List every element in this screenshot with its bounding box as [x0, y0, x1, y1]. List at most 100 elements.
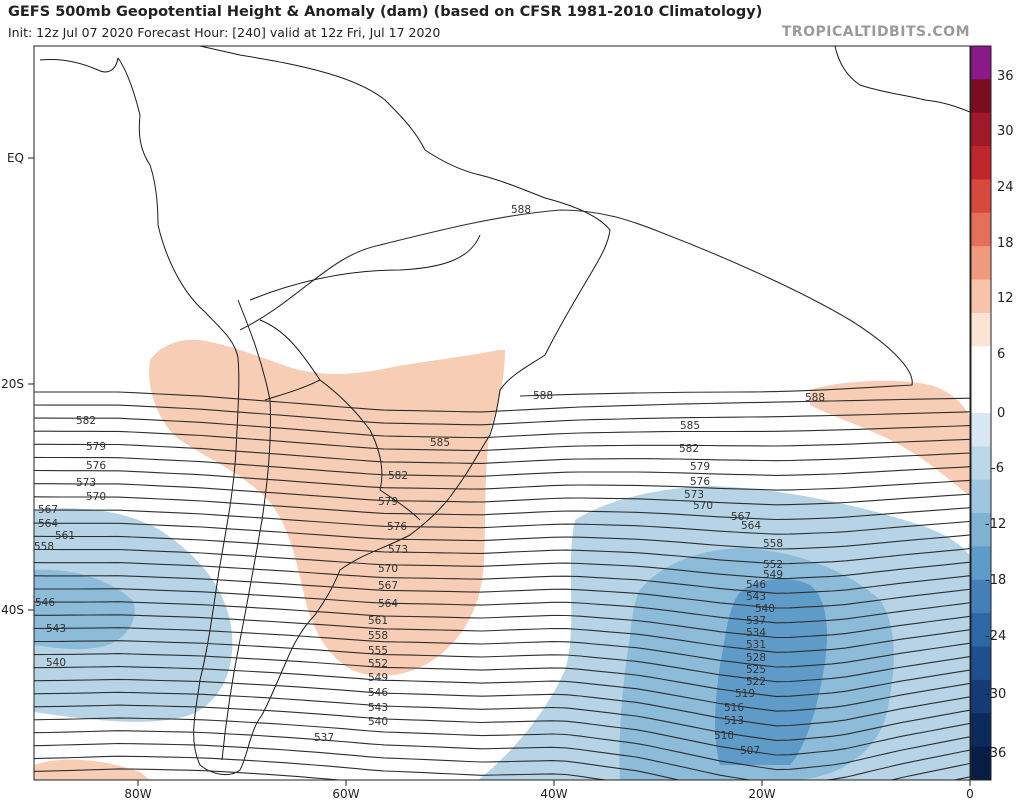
contour-label: 540 [368, 716, 388, 728]
contour-label: 555 [368, 645, 388, 657]
height-contour [34, 755, 970, 780]
contour-label: 573 [76, 477, 96, 489]
colorbar-block [971, 312, 991, 347]
colorbar-block [971, 179, 991, 214]
colorbar-block [971, 646, 991, 681]
colorbar-tick-label: -30 [985, 687, 1006, 702]
contour-label: 564 [741, 520, 761, 532]
colorbar-block [971, 713, 991, 748]
contour-label: 531 [746, 639, 766, 651]
colorbar-block [971, 379, 991, 414]
height-contour [34, 640, 970, 683]
contour-label: 525 [746, 664, 766, 676]
contour-label: 570 [693, 500, 713, 512]
contour-label: 546 [368, 687, 388, 699]
colorbar-tick-label: 18 [997, 236, 1014, 251]
height-contour [34, 391, 970, 413]
contour-label: 579 [86, 441, 106, 453]
contour-label: 510 [714, 730, 734, 742]
lon-label: 0 [966, 787, 974, 800]
lon-label: 60W [332, 787, 359, 800]
height-contour [34, 768, 345, 780]
contour-label: 579 [690, 461, 710, 473]
colorbar-block [971, 279, 991, 314]
height-contour [34, 614, 970, 653]
contour-label: 528 [746, 652, 766, 664]
height-contour [34, 601, 970, 639]
colorbar-tick-label: -24 [985, 629, 1006, 644]
contour-label: 567 [731, 511, 751, 523]
contour-label: 540 [755, 603, 775, 615]
height-contour [34, 456, 970, 477]
contour-label: 585 [680, 420, 700, 432]
contour-label: 561 [368, 615, 388, 627]
contour-label: 558 [34, 541, 54, 553]
colorbar-block [971, 112, 991, 147]
colorbar: 36 30 24 18 12 6 0 -6 -12 -18 -24 -30 -3… [970, 45, 1014, 781]
axis-ticks [28, 157, 971, 786]
colorbar-block [971, 679, 991, 714]
plot-frame [33, 45, 971, 781]
height-contour [34, 469, 970, 491]
height-contour [34, 443, 970, 464]
height-contour [34, 742, 970, 780]
latitude-labels: EQ 20S 40S [1, 151, 24, 617]
colorbar-block [971, 212, 991, 247]
contour-label: 537 [314, 732, 334, 744]
paraguay-border [319, 379, 383, 491]
height-contour [34, 730, 970, 780]
contour-label: 549 [763, 569, 783, 581]
colorbar-tick-label: -18 [985, 573, 1006, 588]
colorbar-tick-label: 12 [997, 291, 1014, 306]
colorbar-frame [970, 45, 992, 781]
negative-anomaly-pacific-core [34, 569, 135, 650]
brazil-border [249, 234, 481, 301]
height-contour [34, 535, 970, 565]
contour-label: 549 [368, 672, 388, 684]
contour-label: 579 [378, 496, 398, 508]
contour-label: 582 [76, 415, 96, 427]
contour-label: 543 [746, 591, 766, 603]
colorbar-tick-label: 24 [997, 180, 1014, 195]
map-subtitle: Init: 12z Jul 07 2020 Forecast Hour: [24… [8, 25, 441, 40]
contour-label: 552 [368, 658, 388, 670]
andes-border [221, 299, 272, 761]
lat-label: 40S [1, 603, 24, 617]
height-contour [34, 717, 970, 771]
colorbar-block [971, 79, 991, 114]
contour-label: 522 [746, 676, 766, 688]
colorbar-tick-label: -6 [991, 461, 1004, 476]
contour-label: 543 [46, 623, 66, 635]
height-contour [34, 653, 970, 697]
contour-label: 582 [679, 443, 699, 455]
contour-label: 513 [724, 715, 744, 727]
lon-label: 20W [748, 787, 775, 800]
contour-label: 567 [378, 580, 398, 592]
contour-label: 540 [46, 657, 66, 669]
height-contour [34, 704, 970, 756]
colorbar-block [971, 246, 991, 281]
height-contour [34, 522, 970, 550]
height-contour [34, 430, 970, 452]
colorbar-tick-label: -36 [985, 746, 1006, 761]
height-contour [34, 509, 970, 535]
central-america-coastline [39, 57, 119, 73]
contour-label: 585 [430, 437, 450, 449]
contour-label: 588 [805, 392, 825, 404]
colorbar-labels: 36 30 24 18 12 6 0 -6 -12 -18 -24 -30 -3… [985, 69, 1014, 761]
colorbar-tick-label: 30 [997, 124, 1014, 139]
contour-label: 588 [533, 390, 553, 402]
colorbar-block [971, 479, 991, 514]
contour-label: 576 [86, 460, 106, 472]
contour-label: 573 [388, 544, 408, 556]
colorbar-block [971, 613, 991, 648]
contour-label: 552 [763, 559, 783, 571]
contour-label: 534 [746, 627, 766, 639]
height-contour [34, 404, 970, 426]
map-title: GEFS 500mb Geopotential Height & Anomaly… [8, 4, 763, 20]
colorbar-block [971, 546, 991, 581]
height-contour [34, 496, 970, 521]
